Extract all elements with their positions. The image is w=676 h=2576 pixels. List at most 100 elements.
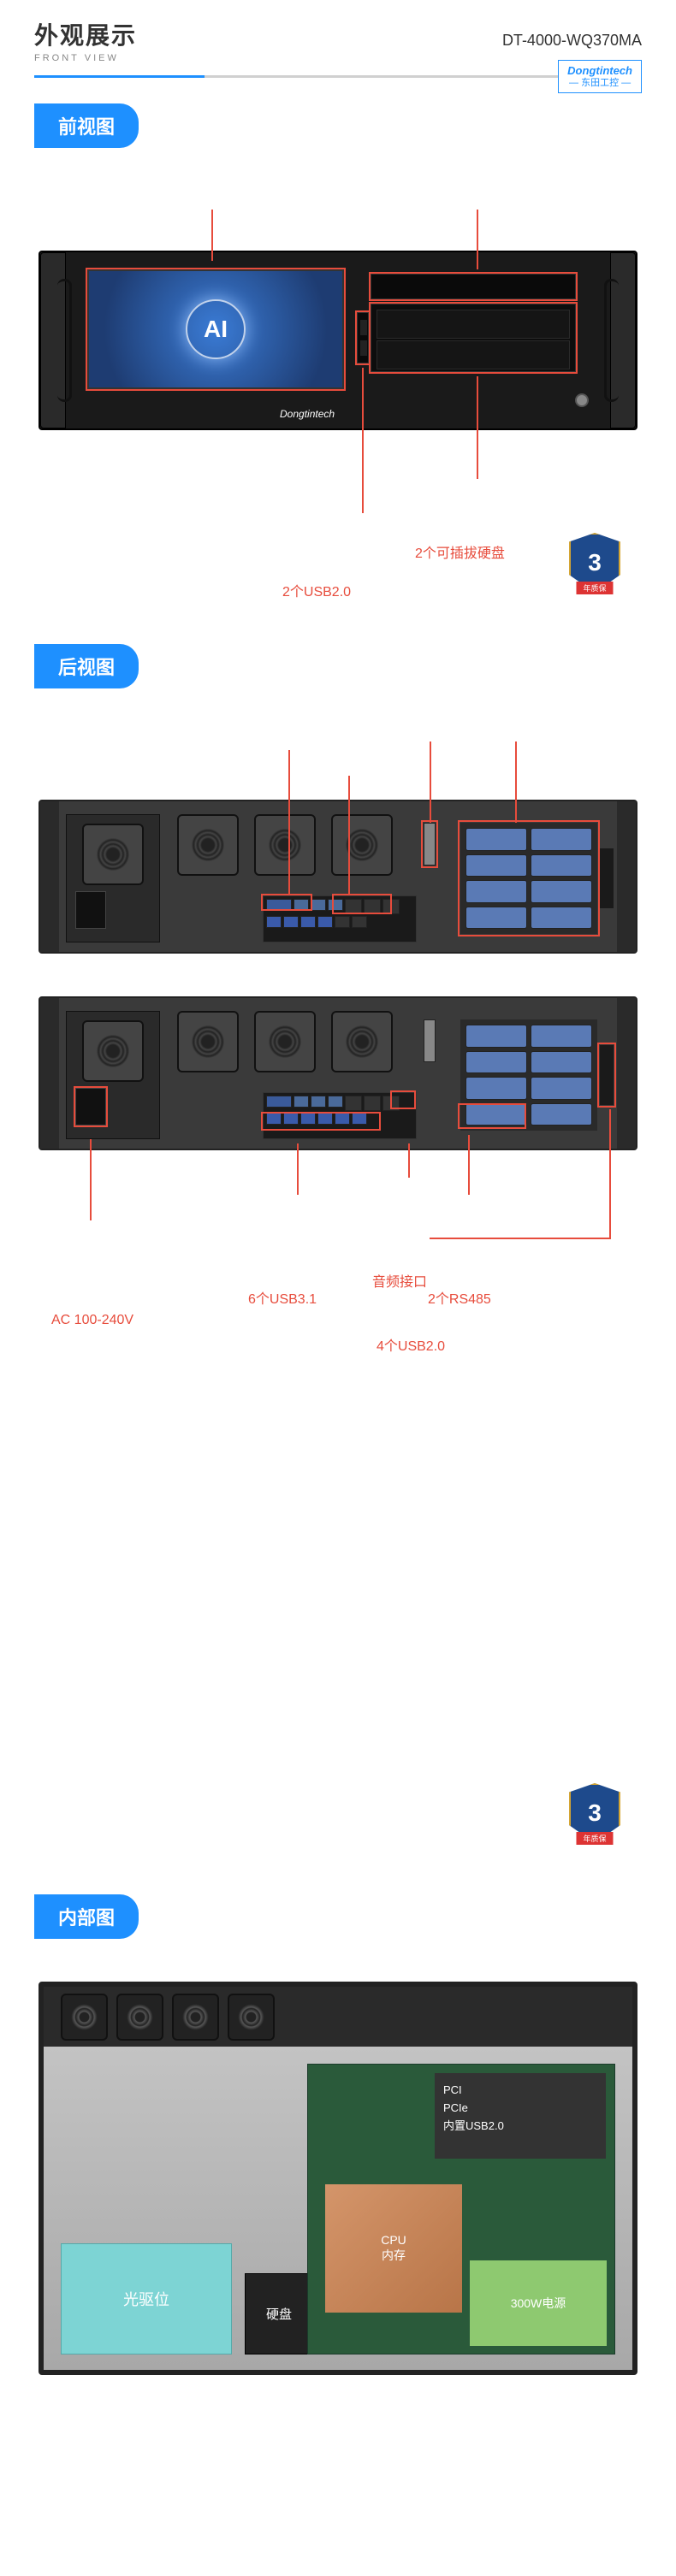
psu-fan-icon bbox=[82, 824, 144, 885]
leader-optical bbox=[477, 210, 478, 269]
internal-optical-bay: 光驱位 bbox=[61, 2243, 232, 2354]
dp-port bbox=[311, 1096, 326, 1108]
rear-chassis-2 bbox=[39, 996, 637, 1150]
usb3-port bbox=[317, 916, 333, 928]
rs232-port bbox=[465, 907, 527, 930]
serial-port bbox=[531, 1051, 592, 1074]
badge-ribbon: 年质保 bbox=[576, 1832, 613, 1845]
rs232-port bbox=[465, 854, 527, 877]
usb2-port bbox=[352, 916, 367, 928]
internal-psu-block: 300W电源 bbox=[470, 2260, 607, 2346]
rs232-port bbox=[465, 828, 527, 851]
serial-port bbox=[531, 1103, 592, 1126]
logo-english: Dongtintech bbox=[567, 64, 632, 78]
usb2-port bbox=[335, 916, 350, 928]
ai-graphic: AI bbox=[186, 299, 246, 359]
internal-back-panel bbox=[44, 1987, 632, 2047]
lcd-screen: AI bbox=[87, 269, 344, 389]
rear-handle-left bbox=[40, 998, 59, 1149]
internal-fan-icon bbox=[228, 1994, 275, 2041]
lpt-port-wrap-2 bbox=[424, 1019, 436, 1062]
internal-memory-label: 内存 bbox=[382, 2247, 406, 2264]
internal-fan-icon bbox=[116, 1994, 163, 2041]
callout-box-ac bbox=[74, 1086, 108, 1127]
psu-fan-icon bbox=[82, 1020, 144, 1082]
eth-port-1 bbox=[345, 899, 362, 914]
usb3-port bbox=[266, 916, 282, 928]
usb31-port bbox=[352, 1113, 367, 1125]
vga-port bbox=[266, 1096, 292, 1108]
front-brand-text: Dongtintech bbox=[280, 408, 335, 420]
psu-plug-2 bbox=[75, 1088, 106, 1126]
leader-ac bbox=[90, 1139, 92, 1220]
internal-pcie-label: PCIe bbox=[443, 2100, 597, 2118]
lpt-port bbox=[424, 1019, 436, 1062]
title-underline bbox=[34, 75, 642, 78]
lpt-port bbox=[424, 823, 436, 866]
psu-block bbox=[66, 814, 160, 942]
callout-rs485: 2个RS485 bbox=[428, 1287, 491, 1308]
internal-psu-label: 300W电源 bbox=[511, 2295, 566, 2312]
rs232-port bbox=[531, 880, 592, 903]
keylock-icon bbox=[575, 393, 589, 407]
leader-eth bbox=[348, 776, 350, 895]
front-usb-ports bbox=[357, 312, 369, 363]
usb31-port bbox=[317, 1113, 333, 1125]
usb31-port bbox=[283, 1113, 299, 1125]
usb31-port bbox=[266, 1113, 282, 1125]
warranty-badge-2: 3 年质保 bbox=[0, 1783, 625, 1852]
rear-side-usb-2 bbox=[600, 1045, 614, 1105]
callout-box-usb bbox=[355, 310, 371, 365]
leader-usb bbox=[362, 368, 364, 513]
rs232-port bbox=[531, 907, 592, 930]
brand-logo: Dongtintech — 东田工控 — bbox=[558, 60, 642, 93]
eth-port bbox=[345, 1096, 362, 1111]
callout-box-hdd bbox=[369, 302, 578, 374]
psu-plug bbox=[75, 891, 106, 929]
title-sub: FRONT VIEW bbox=[34, 53, 137, 63]
leader-lcd bbox=[211, 210, 213, 261]
internal-fan-icon bbox=[61, 1994, 108, 2041]
internal-optical-label: 光驱位 bbox=[123, 2288, 169, 2310]
rear-side-usb bbox=[600, 848, 614, 908]
eth-port bbox=[364, 1096, 381, 1111]
rs232-port bbox=[531, 828, 592, 851]
leader-rs485 bbox=[468, 1135, 470, 1195]
serial-array-2 bbox=[460, 1019, 597, 1131]
badge-ribbon: 年质保 bbox=[576, 582, 613, 594]
hdmi-port bbox=[294, 1096, 309, 1108]
section-tab-front: 前视图 bbox=[34, 103, 139, 148]
psu-block-2 bbox=[66, 1011, 160, 1139]
section-tab-rear: 后视图 bbox=[34, 644, 139, 688]
title-block: 外观展示 FRONT VIEW bbox=[34, 17, 137, 63]
internal-fan-icon bbox=[172, 1994, 219, 2041]
leader-audio bbox=[408, 1143, 410, 1178]
callout-usb31: 6个USB3.1 bbox=[248, 1287, 317, 1308]
leader-rs232 bbox=[515, 741, 517, 823]
usb3-port bbox=[283, 916, 299, 928]
vga-port bbox=[266, 899, 292, 911]
callout-box-usb20 bbox=[597, 1043, 616, 1108]
internal-usb-label: 内置USB2.0 bbox=[443, 2118, 597, 2136]
usb3-port bbox=[300, 916, 316, 928]
rear-view-diagram: VGA+HDMI+2*DP 支持三显 3个 Intel 千兆网口 LPT口 8个… bbox=[34, 800, 642, 1766]
eth-port-3 bbox=[382, 899, 400, 914]
serial-port bbox=[531, 1025, 592, 1048]
rs232-port bbox=[465, 880, 527, 903]
leader-vga bbox=[288, 750, 290, 895]
chassis-fan-1b bbox=[177, 1011, 239, 1072]
internal-pcie-block: PCI PCIe 内置USB2.0 bbox=[435, 2073, 606, 2159]
callout-audio: 音频接口 bbox=[372, 1270, 427, 1291]
dp-port-2 bbox=[328, 899, 343, 911]
rear-handle-right bbox=[617, 801, 636, 952]
internal-hdd-label: 硬盘 bbox=[266, 2305, 292, 2323]
internal-view-diagram: 光驱位 硬盘 PCI PCIe 内置USB2.0 CPU 内存 300W电源 bbox=[34, 1982, 642, 2375]
chassis-fan-1 bbox=[177, 814, 239, 876]
hdd-bay bbox=[371, 304, 576, 372]
callout-box-optical bbox=[369, 272, 578, 301]
callout-ac: AC 100-240V bbox=[51, 1313, 133, 1328]
serial-port bbox=[531, 1077, 592, 1100]
leader-lpt bbox=[430, 741, 431, 823]
front-chassis: AI Dongtintech bbox=[39, 251, 637, 430]
rear-chassis-1 bbox=[39, 800, 637, 954]
